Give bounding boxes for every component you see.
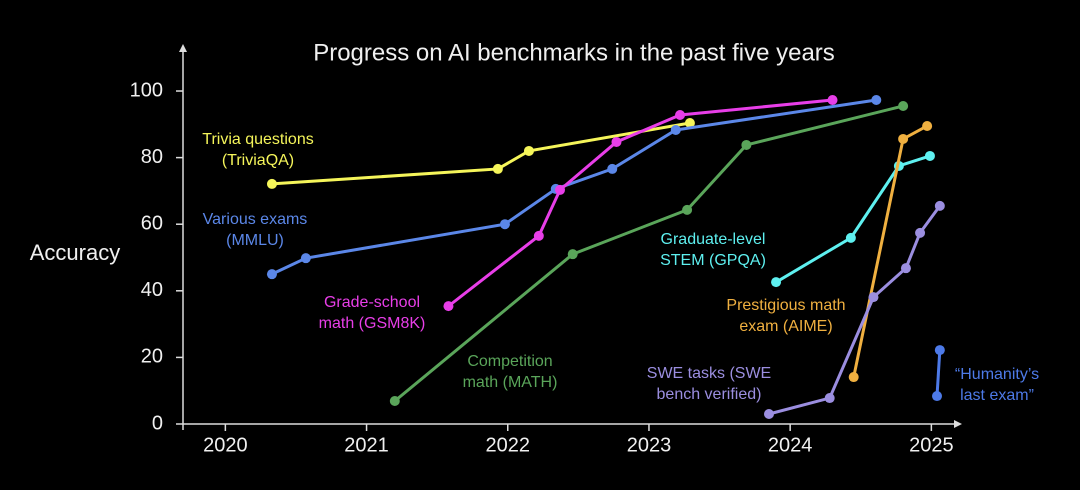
- chart-title: Progress on AI benchmarks in the past fi…: [313, 39, 835, 66]
- series-label: SWE tasks (SWE bench verified): [646, 365, 772, 403]
- data-point: [611, 136, 622, 147]
- y-tick-label: 0: [152, 412, 163, 434]
- x-tick-label: 2023: [627, 434, 672, 456]
- x-arrow: [954, 420, 962, 428]
- data-point: [684, 117, 695, 128]
- series-line: [852, 124, 928, 378]
- data-point: [848, 372, 859, 383]
- x-tick-label: 2022: [486, 434, 531, 456]
- data-point: [827, 95, 838, 106]
- data-point: [934, 345, 945, 356]
- x-tick-label: 2025: [909, 434, 954, 456]
- series-line: [271, 121, 691, 186]
- series-label: Trivia questions (TriviaQA): [202, 131, 314, 169]
- data-point: [266, 269, 277, 280]
- data-point: [741, 139, 752, 150]
- series-line: [775, 154, 931, 284]
- series-label: “Humanity’s last exam”: [954, 366, 1040, 404]
- x-tick-label: 2024: [768, 434, 813, 456]
- data-point: [567, 249, 578, 260]
- y-arrow: [179, 44, 187, 52]
- series-line: [447, 98, 833, 308]
- data-point: [871, 95, 882, 106]
- data-point: [523, 145, 534, 156]
- data-point: [898, 133, 909, 144]
- data-point: [771, 277, 782, 288]
- series-label: Graduate-level STEM (GPQA): [660, 231, 766, 269]
- x-tick-label: 2020: [203, 434, 248, 456]
- data-point: [900, 263, 911, 274]
- y-tick-label: 40: [141, 279, 163, 301]
- y-tick-label: 80: [141, 146, 163, 168]
- data-point: [607, 163, 618, 174]
- series-line: [271, 98, 877, 276]
- data-point: [492, 163, 503, 174]
- data-point: [922, 120, 933, 131]
- data-point: [555, 184, 566, 195]
- data-point: [533, 230, 544, 241]
- data-point: [443, 301, 454, 312]
- y-tick-label: 100: [130, 79, 163, 101]
- data-point: [824, 393, 835, 404]
- series-label: Various exams (MMLU): [202, 211, 308, 249]
- series-line: [768, 205, 942, 416]
- y-tick-label: 20: [141, 346, 163, 368]
- series-line: [935, 349, 942, 397]
- series-label: Prestigious math exam (AIME): [726, 297, 846, 335]
- data-point: [932, 391, 943, 402]
- data-point: [924, 150, 935, 161]
- data-point: [499, 219, 510, 230]
- data-point: [266, 178, 277, 189]
- data-point: [898, 101, 909, 112]
- x-tick-label: 2021: [344, 434, 389, 456]
- data-point: [675, 109, 686, 120]
- data-point: [763, 409, 774, 420]
- data-point: [915, 227, 926, 238]
- data-point: [670, 124, 681, 135]
- data-point: [389, 396, 400, 407]
- data-point: [934, 200, 945, 211]
- data-point: [300, 253, 311, 264]
- data-point: [845, 232, 856, 243]
- series-label: Competition math (MATH): [462, 353, 558, 391]
- y-tick-label: 60: [141, 212, 163, 234]
- series-label: Grade-school math (GSM8K): [318, 294, 426, 332]
- y-axis-label: Accuracy: [30, 240, 120, 265]
- data-point: [868, 292, 879, 303]
- data-point: [682, 204, 693, 215]
